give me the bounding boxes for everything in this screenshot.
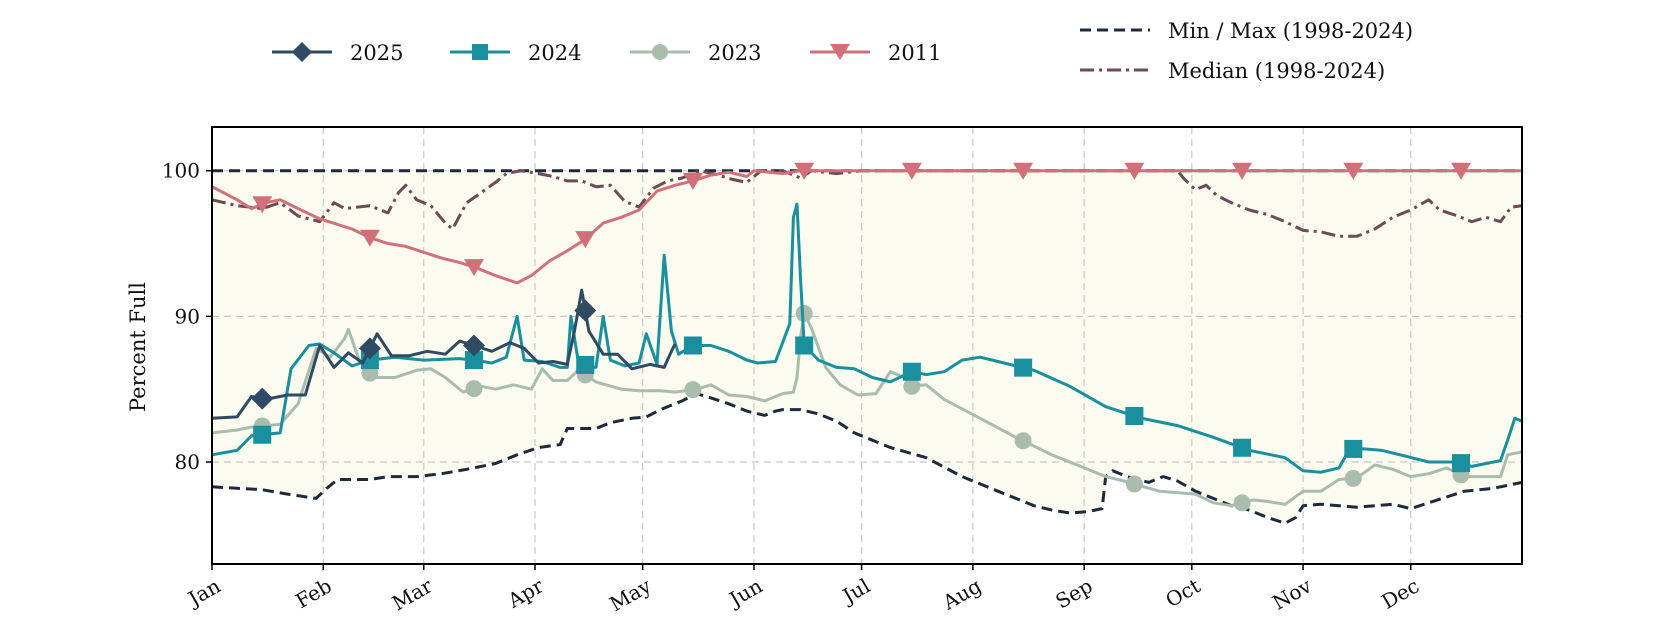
legend-label-minmax: Min / Max (1998-2024) [1168, 19, 1413, 43]
y-tick-label-100: 100 [162, 159, 200, 183]
point-2025-day-45 [358, 337, 381, 360]
x-tick-label-jan: Jan [182, 573, 224, 611]
point-2023-day-74 [465, 380, 483, 398]
series [211, 162, 1523, 525]
plot-border [211, 126, 1523, 565]
point-2024-day-196 [902, 362, 921, 381]
point-2011-day-135 [682, 172, 703, 190]
series-line-min-max-1998-2024 [211, 392, 1523, 525]
x-tick-label-apr: Apr [503, 573, 548, 613]
legend-item-minmax: Min / Max (1998-2024) [1080, 19, 1413, 43]
point-2024-day-105 [576, 355, 595, 374]
x-tick-label-mar: Mar [388, 573, 437, 615]
x-tick-label-aug: Aug [938, 573, 986, 614]
legend-marker-circle [652, 44, 668, 60]
minmax-band [212, 170, 1522, 524]
grid [211, 127, 1522, 564]
x-tick-label-dec: Dec [1377, 574, 1423, 614]
legend-item-2024: 2024 [450, 41, 581, 65]
point-2011-day-319 [1343, 162, 1364, 180]
series-line-2011 [211, 169, 1522, 285]
y-tick-label-90: 90 [175, 304, 200, 328]
point-2024-day-258 [1125, 407, 1144, 426]
point-2011-day-74 [464, 259, 484, 277]
legend-label-2025: 2025 [350, 41, 403, 65]
point-2025-day-15 [251, 387, 274, 410]
legend-label-2023: 2023 [708, 41, 761, 65]
x-tick-label-jul: Jul [837, 574, 874, 609]
series-line-median-1998-2024 [211, 169, 1523, 238]
series-2024 [211, 202, 1523, 474]
point-2023-day-288 [1233, 494, 1251, 512]
point-2011-day-166 [794, 162, 815, 180]
legend-marker-triangle [830, 44, 850, 60]
minmax-band-area [212, 170, 1522, 524]
legend-item-2025: 2025 [272, 41, 403, 65]
point-2024-day-319 [1344, 439, 1363, 458]
y-axis-label: Percent Full [126, 282, 150, 412]
y-tick-label-80: 80 [175, 450, 200, 474]
point-2011-day-227 [1013, 162, 1034, 180]
legend-item-2011: 2011 [810, 41, 941, 65]
plot-frame [211, 126, 1523, 565]
point-2025-day-105 [574, 299, 597, 322]
x-tick-label-feb: Feb [291, 574, 335, 613]
series-2011 [211, 162, 1522, 285]
point-2023-day-227 [1014, 432, 1032, 450]
point-2024-day-349 [1451, 454, 1470, 473]
point-2011-day-105 [575, 231, 596, 249]
x-tick-label-oct: Oct [1161, 574, 1204, 613]
legend-label-2024: 2024 [528, 41, 581, 65]
legend-label-2011: 2011 [888, 41, 941, 65]
point-2011-day-45 [359, 229, 380, 247]
point-2024-day-166 [795, 336, 814, 355]
point-2011-day-288 [1232, 162, 1253, 180]
point-2011-day-15 [252, 196, 273, 214]
legend-marker-diamond [292, 42, 312, 62]
point-2023-day-196 [903, 377, 921, 395]
x-axis: Jan Feb Mar Apr May Jun Jul Aug Sep Oct Nov Dec [182, 564, 1423, 616]
legend-marker-square [472, 44, 488, 60]
point-2023-day-166 [795, 304, 813, 322]
x-tick-label-may: May [605, 573, 655, 616]
point-2024-day-74 [465, 351, 483, 370]
x-tick-label-jun: Jun [723, 573, 766, 612]
point-2025-day-74 [463, 334, 485, 357]
point-2024-day-288 [1233, 438, 1252, 457]
point-2023-day-319 [1344, 469, 1362, 487]
point-2024-day-227 [1014, 358, 1033, 377]
point-2024-day-135 [683, 336, 702, 355]
x-tick-label-nov: Nov [1268, 573, 1316, 615]
legend-label-median: Median (1998-2024) [1168, 59, 1385, 83]
point-2023-day-258 [1125, 475, 1143, 493]
point-2011-day-349 [1450, 162, 1471, 180]
y-axis: 80 90 100 [162, 159, 212, 474]
point-2023-day-135 [684, 381, 702, 399]
series-min-max-1998-2024 [211, 392, 1523, 525]
x-tick-label-sep: Sep [1051, 574, 1096, 614]
series-median-1998-2024 [211, 169, 1523, 238]
legend-item-2023: 2023 [630, 41, 761, 65]
series-2025 [211, 288, 677, 420]
legend-item-median: Median (1998-2024) [1080, 59, 1385, 83]
point-2011-day-196 [901, 162, 922, 180]
legend: 2025 2024 2023 2011 Min / Max (1998-2024… [272, 19, 1413, 83]
point-2011-day-258 [1124, 162, 1145, 180]
point-2024-day-15 [253, 425, 272, 444]
